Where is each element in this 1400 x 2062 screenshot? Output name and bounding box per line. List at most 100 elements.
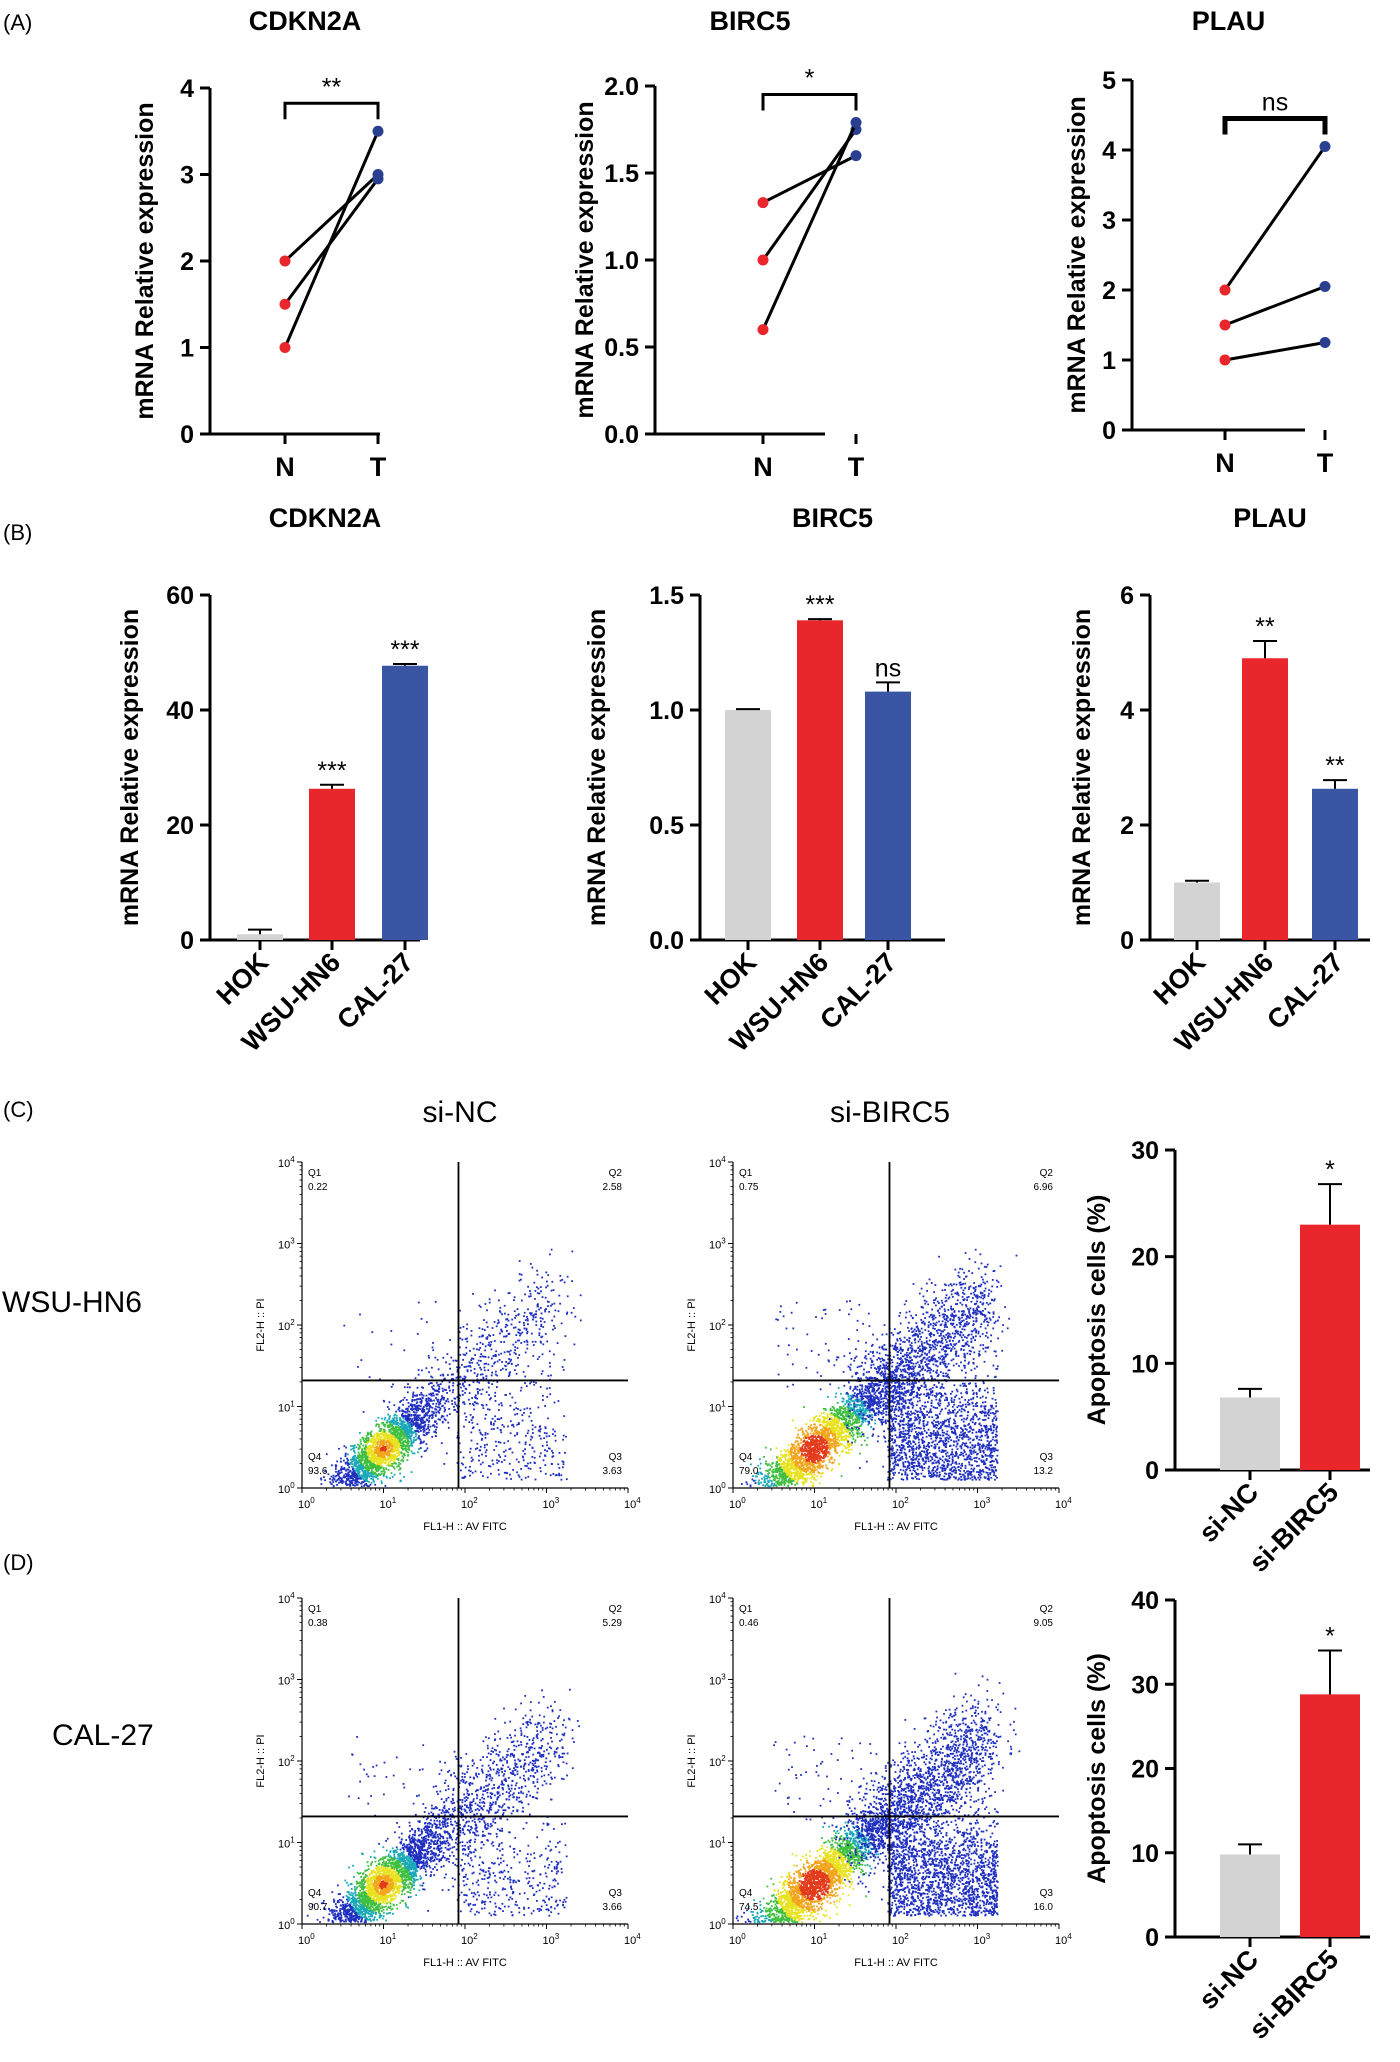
flow-event — [344, 1475, 347, 1478]
flow-event — [809, 1471, 812, 1474]
flow-event — [391, 1437, 393, 1439]
flow-event — [407, 1402, 410, 1404]
flow-event — [823, 1446, 826, 1448]
flow-event — [395, 1449, 398, 1452]
flow-event — [389, 1430, 392, 1432]
flow-event — [402, 1420, 404, 1423]
flow-event — [460, 1462, 463, 1465]
flow-event — [764, 1485, 767, 1487]
flow-event — [490, 1421, 492, 1424]
flow-event — [524, 1319, 527, 1321]
flow-event — [811, 1456, 814, 1459]
flow-event — [396, 1426, 399, 1429]
flow-event — [804, 1456, 807, 1459]
flow-event — [506, 1318, 509, 1320]
flow-event — [450, 1373, 453, 1376]
flow-event — [864, 1410, 866, 1412]
flow-event — [538, 1355, 541, 1358]
flow-event — [771, 1475, 774, 1478]
flow-event — [376, 1457, 379, 1460]
flow-event — [398, 1440, 401, 1443]
flow-event — [508, 1292, 511, 1294]
flow-event — [436, 1358, 439, 1361]
flow-event — [414, 1439, 417, 1442]
flow-event — [843, 1426, 846, 1429]
flow-event — [514, 1346, 516, 1349]
flow-event — [470, 1330, 473, 1332]
flow-event — [859, 1400, 861, 1402]
flow-event — [431, 1382, 433, 1385]
flow-event — [522, 1371, 525, 1373]
flow-event — [909, 1372, 911, 1375]
flow-event — [507, 1319, 510, 1322]
flow-event — [835, 1410, 837, 1412]
flow-event — [352, 1445, 354, 1447]
flow-event — [390, 1463, 393, 1465]
flow-event — [835, 1451, 837, 1454]
flow-event — [409, 1429, 412, 1432]
flow-event — [509, 1392, 511, 1395]
flow-event — [380, 1452, 383, 1455]
flow-event — [505, 1335, 508, 1337]
flow-event — [340, 1471, 343, 1474]
flow-event — [815, 1442, 818, 1445]
flow-event — [503, 1335, 505, 1338]
flow-event — [358, 1481, 361, 1484]
flow-event — [834, 1415, 836, 1417]
flow-event — [852, 1404, 855, 1407]
flow-event — [406, 1386, 409, 1389]
flow-event — [375, 1473, 377, 1476]
flow-y-tick-label: 102 — [709, 1318, 726, 1333]
flow-event — [398, 1461, 400, 1464]
flow-event — [830, 1420, 833, 1423]
flow-event — [515, 1407, 518, 1410]
flow-event — [856, 1436, 859, 1438]
flow-event — [863, 1391, 866, 1394]
flow-event — [393, 1414, 396, 1417]
flow-event — [406, 1444, 408, 1447]
flow-event — [558, 1452, 561, 1454]
flow-event — [416, 1417, 418, 1420]
flow-event — [800, 1446, 803, 1449]
flow-x-tick-label: 100 — [729, 1496, 746, 1511]
flow-event — [458, 1442, 461, 1445]
flow-event — [771, 1462, 773, 1465]
flow-event — [337, 1478, 340, 1481]
flow-event — [816, 1462, 818, 1465]
flow-event — [787, 1444, 790, 1447]
flow-event — [508, 1448, 511, 1451]
flow-event — [478, 1454, 480, 1457]
flow-event — [812, 1463, 815, 1466]
flow-event — [552, 1328, 554, 1331]
flow-event — [802, 1443, 805, 1446]
flow-event — [545, 1286, 547, 1289]
flow-y-tick-label: 101 — [709, 1400, 726, 1415]
flow-event — [357, 1469, 360, 1472]
flow-event — [494, 1395, 496, 1397]
flow-event — [399, 1444, 402, 1447]
flow-event — [841, 1400, 844, 1403]
flow-event — [395, 1410, 398, 1413]
flow-event — [882, 1363, 885, 1366]
flow-event — [419, 1405, 422, 1408]
point-tumor — [372, 125, 384, 137]
flow-event — [387, 1469, 390, 1471]
flow-event — [365, 1482, 368, 1485]
flow-event — [840, 1435, 843, 1438]
flow-event — [404, 1447, 407, 1449]
flow-event — [376, 1465, 379, 1468]
flow-event — [357, 1473, 360, 1476]
x-tick-label: N — [753, 452, 773, 482]
flow-event — [381, 1422, 384, 1424]
flow-event — [874, 1394, 877, 1397]
point-normal — [1219, 284, 1231, 296]
flow-event — [792, 1462, 795, 1465]
flow-event — [363, 1454, 366, 1456]
flow-event — [410, 1414, 413, 1417]
flow-event — [347, 1475, 350, 1478]
flow-event — [570, 1311, 573, 1314]
flow-event — [391, 1425, 393, 1428]
flow-event — [363, 1440, 365, 1442]
flow-event — [540, 1290, 542, 1293]
flow-event — [343, 1324, 346, 1327]
